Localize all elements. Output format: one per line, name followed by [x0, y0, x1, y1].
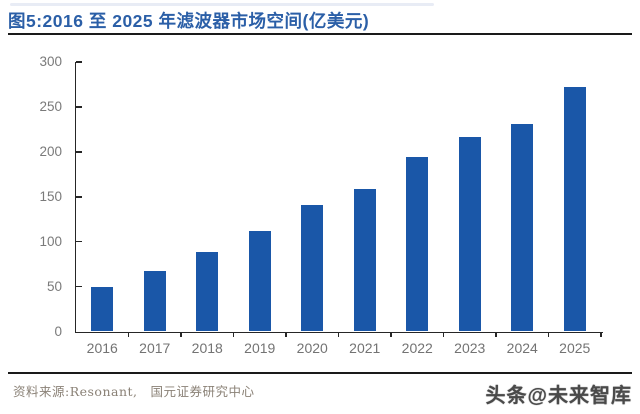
- bar-2017: [143, 271, 166, 332]
- bar-chart: 0 50 100 150 200 250 300 2016 2017 2018 2019 2020 20…: [39, 54, 603, 356]
- y-tick-label-50: 50: [46, 278, 62, 294]
- toutiao-watermark: 头条@未来智库: [485, 385, 632, 407]
- figure-title: 图5:2016 至 2025 年滤波器市场空间(亿美元): [8, 11, 370, 31]
- y-tick-label-300: 300: [39, 54, 62, 69]
- bar-2019: [248, 230, 271, 332]
- y-tick-50: [76, 285, 82, 288]
- x-tick-1: [127, 331, 130, 337]
- x-tick-8: [495, 331, 497, 337]
- x-label-2017: 2017: [139, 340, 171, 356]
- x-tick-10: [600, 331, 602, 337]
- title-divider-rule: [8, 33, 632, 35]
- y-axis-line: [74, 62, 76, 333]
- x-label-2021: 2021: [349, 340, 381, 356]
- x-tick-6: [390, 331, 392, 337]
- y-tick-300: [76, 61, 82, 63]
- x-tick-9: [547, 331, 550, 337]
- bar-2025: [563, 87, 586, 332]
- y-tick-150: [76, 196, 82, 198]
- bar-2024: [511, 123, 534, 332]
- y-tick-label-200: 200: [39, 143, 62, 159]
- cropped-top-edge-artifact: [10, 3, 434, 6]
- y-tick-100: [76, 240, 82, 243]
- x-label-2020: 2020: [296, 340, 328, 356]
- x-label-2018: 2018: [191, 340, 223, 356]
- x-label-2023: 2023: [454, 340, 486, 356]
- x-label-2025: 2025: [559, 340, 591, 356]
- y-tick-label-0: 0: [54, 323, 62, 339]
- y-tick-200: [76, 151, 82, 153]
- bar-2022: [406, 157, 429, 332]
- x-tick-7: [442, 331, 445, 337]
- y-tick-label-100: 100: [39, 233, 62, 249]
- bar-2021: [353, 188, 376, 332]
- y-tick-label-250: 250: [39, 98, 62, 114]
- bar-2020: [301, 204, 324, 332]
- x-label-2016: 2016: [86, 340, 118, 356]
- x-label-2022: 2022: [401, 340, 433, 356]
- footer-divider-rule: [8, 372, 632, 374]
- bar-2016: [91, 286, 114, 332]
- x-label-2019: 2019: [244, 340, 276, 356]
- x-tick-3: [232, 331, 235, 337]
- bar-2018: [196, 252, 219, 332]
- y-tick-label-150: 150: [39, 188, 62, 204]
- y-tick-250: [76, 106, 82, 108]
- data-source-note: 资料来源:Resonant, 国元证券研究中心: [13, 384, 255, 399]
- x-label-2024: 2024: [506, 340, 538, 356]
- x-tick-5: [337, 331, 340, 337]
- x-tick-4: [285, 331, 287, 337]
- bar-2023: [458, 137, 481, 332]
- x-tick-2: [180, 331, 182, 337]
